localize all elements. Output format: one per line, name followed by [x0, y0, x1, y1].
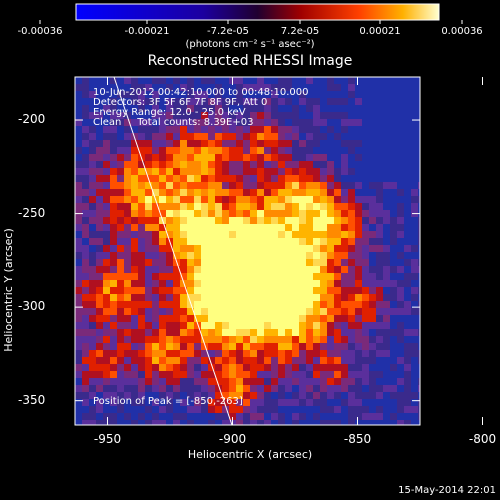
colorbar-tick-label: 7.2e-05: [280, 26, 320, 37]
info-detectors: Detectors: 3F 5F 6F 7F 8F 9F, Att 0: [93, 97, 268, 108]
x-tick-label: -800: [468, 432, 497, 446]
colorbar-tick-marks: [39, 20, 463, 24]
solar-limb-line: [113, 77, 233, 425]
colorbar-tick-label: -0.00036: [17, 26, 63, 37]
colorbar: [75, 3, 440, 21]
image-panel: [74, 76, 483, 426]
x-tick-label: -950: [93, 432, 122, 446]
plot-frame: [74, 76, 421, 426]
observation-info: 10-Jun-2012 00:42:10.000 to 00:48:10.000…: [93, 88, 309, 128]
info-clean-counts: Clean Total counts: 8.39E+03: [93, 117, 254, 128]
y-tick-label: -200: [18, 112, 46, 127]
info-energy-range: Energy Range: 12.0 - 25.0 keV: [93, 107, 246, 118]
colorbar-tick-label: -7.2e-05: [207, 26, 249, 37]
figure-title: Reconstructed RHESSI Image: [147, 53, 353, 69]
peak-position: Position of Peak = [-850,-263]: [93, 396, 243, 407]
colorbar-units: (photons cm⁻² s⁻¹ asec⁻²): [185, 39, 315, 50]
x-tick-label: -850: [343, 432, 372, 446]
heatmap-pixels: [75, 77, 420, 425]
colorbar-tick-label: 0.00036: [441, 26, 483, 37]
info-time-range: 10-Jun-2012 00:42:10.000 to 00:48:10.000: [93, 87, 309, 98]
y-tick-label: -250: [18, 205, 46, 220]
x-axis-label: Heliocentric X (arcsec): [187, 448, 313, 461]
y-tick-label: -300: [18, 299, 46, 314]
y-tick-label: -350: [18, 392, 46, 407]
y-axis-label: Heliocentric Y (arcsec): [2, 228, 15, 352]
generation-timestamp: 15-May-2014 22:01: [398, 485, 496, 496]
axis-tick-marks: [75, 77, 483, 425]
colorbar-tick-label: -0.00021: [124, 26, 170, 37]
colorbar-tick-label: 0.00021: [359, 26, 401, 37]
x-tick-label: -900: [218, 432, 247, 446]
